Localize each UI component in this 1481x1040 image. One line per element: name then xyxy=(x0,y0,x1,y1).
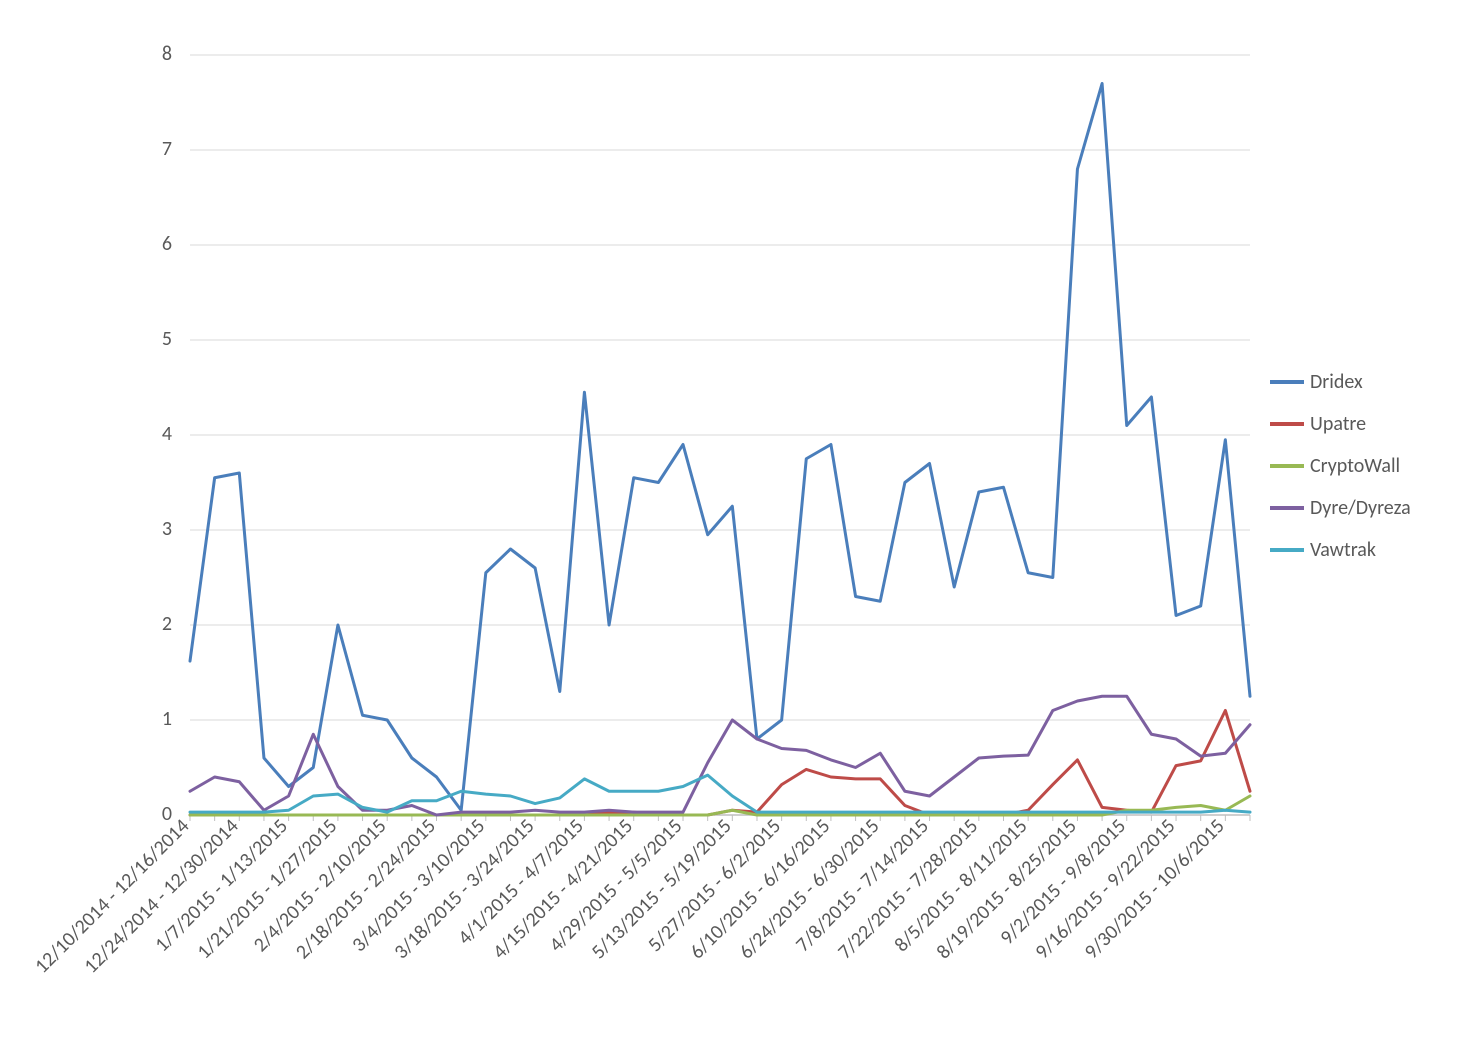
y-tick-label: 7 xyxy=(162,137,172,161)
y-tick-label: 4 xyxy=(162,422,172,446)
legend-label: Dyre/Dyreza xyxy=(1310,496,1411,520)
legend-entry: Vawtrak xyxy=(1270,538,1411,562)
legend-swatch xyxy=(1270,380,1304,384)
legend-entry: Dyre/Dyreza xyxy=(1270,496,1411,520)
line-chart-container: 01234567812/10/2014 - 12/16/201412/24/20… xyxy=(0,0,1481,1040)
legend-entry: Dridex xyxy=(1270,370,1411,394)
series-line xyxy=(190,84,1250,811)
y-tick-label: 6 xyxy=(162,232,172,256)
legend-label: Dridex xyxy=(1310,370,1363,394)
line-chart: 01234567812/10/2014 - 12/16/201412/24/20… xyxy=(0,0,1481,1040)
series-line xyxy=(190,775,1250,812)
y-tick-label: 8 xyxy=(162,42,172,66)
legend-entry: Upatre xyxy=(1270,412,1411,436)
legend-swatch xyxy=(1270,422,1304,426)
legend-swatch xyxy=(1270,548,1304,552)
legend-label: Upatre xyxy=(1310,412,1366,436)
legend-swatch xyxy=(1270,464,1304,468)
legend-swatch xyxy=(1270,506,1304,510)
legend-label: CryptoWall xyxy=(1310,454,1400,478)
legend-label: Vawtrak xyxy=(1310,538,1376,562)
y-tick-label: 1 xyxy=(162,707,172,731)
y-tick-label: 3 xyxy=(162,517,172,541)
y-tick-label: 2 xyxy=(162,612,172,636)
legend: Dridex Upatre CryptoWall Dyre/Dyreza Vawtrak xyxy=(1270,370,1411,580)
legend-entry: CryptoWall xyxy=(1270,454,1411,478)
y-tick-label: 5 xyxy=(162,327,172,351)
series-line xyxy=(190,696,1250,815)
